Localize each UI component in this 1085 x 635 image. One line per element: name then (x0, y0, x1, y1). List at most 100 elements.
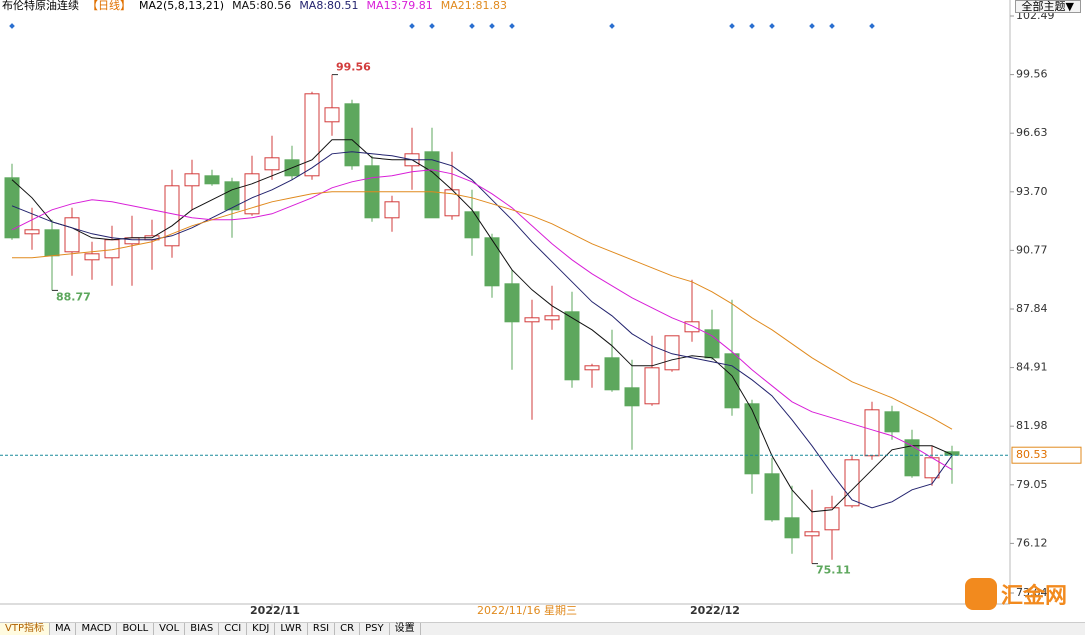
watermark: 汇金网 (965, 578, 1067, 610)
candle-body (724, 353, 740, 409)
y-tick-label: 93.70 (1016, 185, 1048, 198)
candle-body (164, 185, 180, 247)
indicator-tab[interactable]: RSI (308, 623, 336, 635)
y-tick-label: 73.64 (1016, 586, 1048, 599)
candle-body (764, 473, 780, 521)
y-tick-label: 84.91 (1016, 361, 1048, 374)
indicator-tab[interactable]: VOL (154, 623, 186, 635)
candle-body (504, 283, 520, 323)
period: 【日线】 (87, 0, 131, 12)
event-marker (409, 23, 415, 29)
legend-entry: MA8:80.51 (299, 0, 359, 12)
candle-body (584, 365, 600, 371)
candle-body (704, 329, 720, 359)
legend-name: MA13 (366, 0, 398, 12)
candle-body (904, 439, 920, 477)
candle-body (564, 311, 580, 381)
candle-body (884, 411, 900, 433)
event-marker (469, 23, 475, 29)
candle-body (544, 315, 560, 321)
y-tick-label: 90.77 (1016, 243, 1048, 256)
indicator-tab[interactable]: CCI (219, 623, 248, 635)
candle-body (524, 317, 540, 323)
candle-body (644, 367, 660, 405)
indicator-tab[interactable]: BIAS (185, 623, 220, 635)
candle-body (804, 531, 820, 537)
candle-body (24, 229, 40, 235)
candle-body (84, 253, 100, 261)
legend-value: 81.83 (475, 0, 508, 12)
event-marker (829, 23, 835, 29)
candle-body (824, 507, 840, 531)
indicator-tab[interactable]: PSY (360, 623, 390, 635)
last-price-box (1011, 446, 1082, 464)
candle-body (44, 229, 60, 257)
legend-value: 80.51 (327, 0, 359, 12)
legend-entry: MA5:80.56 (232, 0, 292, 12)
crosshair-date: 2022/11/16 星期三 (477, 604, 577, 617)
candle-body (744, 403, 760, 475)
y-tick-label: 87.84 (1016, 302, 1048, 315)
event-marker (9, 23, 15, 29)
indicator-tab[interactable]: 设置 (390, 623, 421, 635)
candle-body (204, 175, 220, 185)
y-tick-label: 96.63 (1016, 126, 1048, 139)
candle-body (4, 177, 20, 239)
legend-entry: MA13:79.81 (366, 0, 433, 12)
event-marker (509, 23, 515, 29)
header: 布伦特原油连续 【日线】 MA2(5,8,13,21) MA5:80.56 MA8… (2, 0, 507, 12)
candle-body (384, 201, 400, 219)
logo (965, 578, 997, 610)
candle-body (844, 459, 860, 507)
candle-body (484, 237, 500, 287)
candle-body (64, 217, 80, 253)
y-tick-label: 76.12 (1016, 536, 1048, 549)
candle-body (244, 173, 260, 215)
candle-body (624, 387, 640, 407)
candle-body (784, 517, 800, 539)
indicator-tab[interactable]: BOLL (117, 623, 155, 635)
candle-body (424, 151, 440, 219)
event-marker (609, 23, 615, 29)
event-marker (729, 23, 735, 29)
instrument: 布伦特原油连续 (2, 0, 79, 12)
event-marker (489, 23, 495, 29)
indicator-tab[interactable]: MACD (76, 623, 118, 635)
indicator-bar: VTP指标 MA MACD BOLL VOL BIAS CCI KDJ LWR RSI CR PSY 设… (0, 622, 1085, 635)
legend-value: 79.81 (401, 0, 433, 12)
indicator: MA2(5,8,13,21) (139, 0, 225, 12)
toolbar: 全部主题▼ (1014, 0, 1081, 13)
ma-line (11, 139, 953, 513)
candle-body (264, 157, 280, 171)
event-marker (749, 23, 755, 29)
x-tick-label: 2022/12 (690, 604, 740, 617)
indicator-tab[interactable]: KDJ (247, 623, 276, 635)
candle-body (304, 93, 320, 177)
watermark-text: 汇金网 (1001, 584, 1068, 609)
ma-line (11, 169, 953, 471)
indicator-tab[interactable]: LWR (275, 623, 308, 635)
indicator-tab[interactable]: CR (335, 623, 361, 635)
y-tick-label: 99.56 (1016, 68, 1048, 81)
candle-body (464, 211, 480, 239)
extreme-label: 88.77 (56, 290, 91, 303)
event-marker (869, 23, 875, 29)
candle-body (604, 357, 620, 391)
indicator-tab[interactable]: MA (50, 623, 77, 635)
y-tick-label: 81.98 (1016, 419, 1048, 432)
extreme-label: 99.56 (336, 61, 371, 74)
event-marker (809, 23, 815, 29)
legend-value: 80.56 (259, 0, 292, 12)
indicator-tab[interactable]: VTP指标 (0, 623, 50, 635)
legend-entry: MA21:81.83 (440, 0, 508, 12)
candle-body (864, 409, 880, 457)
legend-name: MA8 (299, 0, 324, 12)
candle-body (184, 173, 200, 187)
ma-line (11, 151, 953, 509)
event-marker (769, 23, 775, 29)
theme-button[interactable]: 全部主题▼ (1014, 0, 1081, 13)
x-tick-label: 2022/11 (250, 604, 300, 617)
last-price-label: 80.53 (1016, 448, 1048, 461)
